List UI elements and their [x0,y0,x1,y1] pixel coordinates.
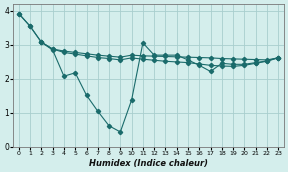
X-axis label: Humidex (Indice chaleur): Humidex (Indice chaleur) [89,159,208,168]
